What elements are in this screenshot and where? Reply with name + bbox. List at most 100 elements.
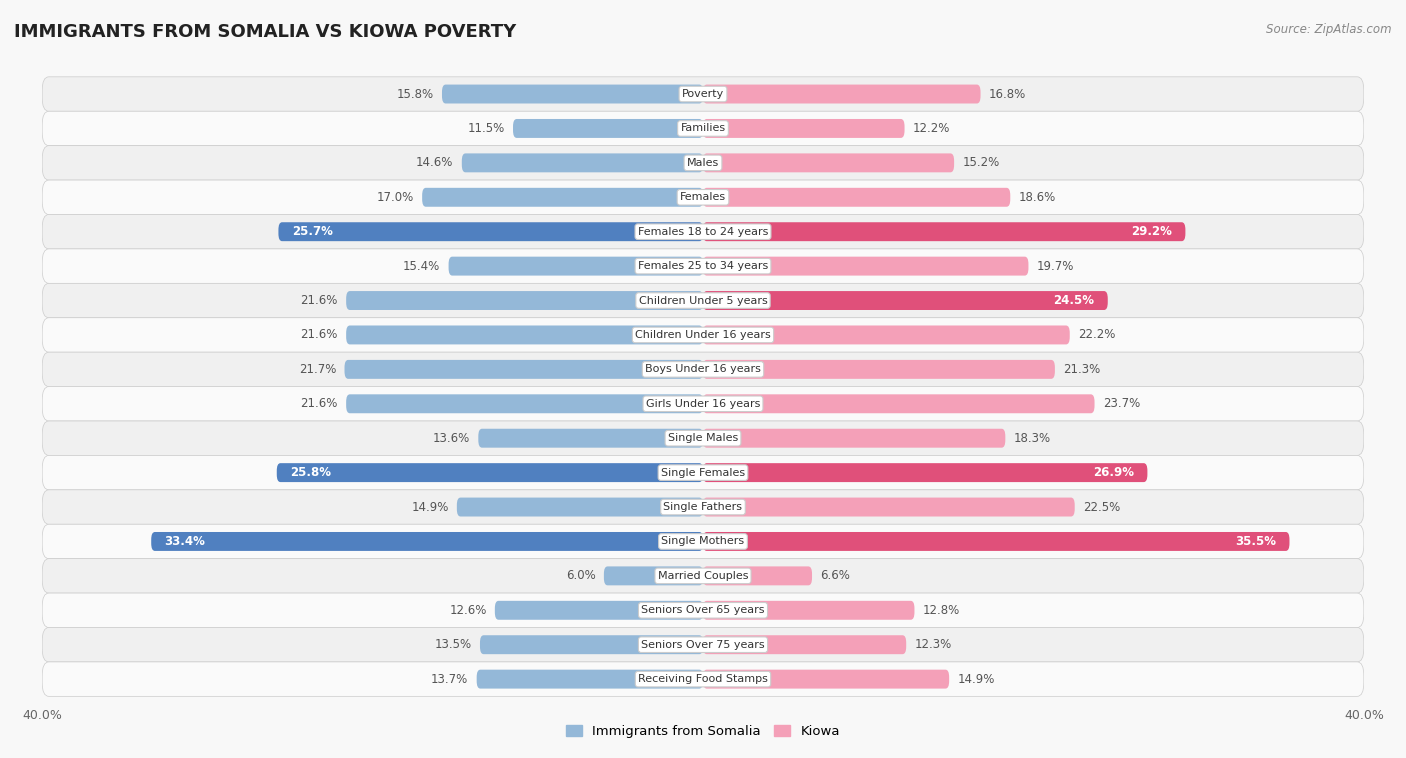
Text: Boys Under 16 years: Boys Under 16 years: [645, 365, 761, 374]
FancyBboxPatch shape: [457, 497, 703, 516]
Text: Females 25 to 34 years: Females 25 to 34 years: [638, 261, 768, 271]
FancyBboxPatch shape: [703, 429, 1005, 448]
Text: Source: ZipAtlas.com: Source: ZipAtlas.com: [1267, 23, 1392, 36]
FancyBboxPatch shape: [42, 628, 1364, 662]
Text: 19.7%: 19.7%: [1036, 260, 1074, 273]
FancyBboxPatch shape: [478, 429, 703, 448]
Text: 35.5%: 35.5%: [1236, 535, 1277, 548]
FancyBboxPatch shape: [278, 222, 703, 241]
Legend: Immigrants from Somalia, Kiowa: Immigrants from Somalia, Kiowa: [561, 719, 845, 743]
FancyBboxPatch shape: [703, 635, 907, 654]
FancyBboxPatch shape: [42, 352, 1364, 387]
Text: Single Fathers: Single Fathers: [664, 502, 742, 512]
FancyBboxPatch shape: [42, 593, 1364, 628]
FancyBboxPatch shape: [703, 188, 1011, 207]
Text: Married Couples: Married Couples: [658, 571, 748, 581]
Text: 13.5%: 13.5%: [434, 638, 471, 651]
Text: Seniors Over 65 years: Seniors Over 65 years: [641, 606, 765, 615]
FancyBboxPatch shape: [42, 559, 1364, 593]
FancyBboxPatch shape: [703, 291, 1108, 310]
FancyBboxPatch shape: [703, 394, 1094, 413]
FancyBboxPatch shape: [42, 283, 1364, 318]
Text: 21.6%: 21.6%: [301, 397, 337, 410]
FancyBboxPatch shape: [703, 566, 813, 585]
FancyBboxPatch shape: [152, 532, 703, 551]
FancyBboxPatch shape: [703, 601, 914, 620]
FancyBboxPatch shape: [42, 318, 1364, 352]
FancyBboxPatch shape: [42, 180, 1364, 215]
FancyBboxPatch shape: [703, 153, 955, 172]
FancyBboxPatch shape: [461, 153, 703, 172]
Text: Girls Under 16 years: Girls Under 16 years: [645, 399, 761, 409]
Text: Females 18 to 24 years: Females 18 to 24 years: [638, 227, 768, 236]
Text: 14.6%: 14.6%: [416, 156, 454, 169]
FancyBboxPatch shape: [42, 77, 1364, 111]
FancyBboxPatch shape: [703, 463, 1147, 482]
FancyBboxPatch shape: [42, 387, 1364, 421]
Text: 11.5%: 11.5%: [468, 122, 505, 135]
FancyBboxPatch shape: [703, 85, 980, 104]
Text: Children Under 16 years: Children Under 16 years: [636, 330, 770, 340]
FancyBboxPatch shape: [703, 325, 1070, 344]
FancyBboxPatch shape: [346, 325, 703, 344]
FancyBboxPatch shape: [277, 463, 703, 482]
Text: 22.5%: 22.5%: [1083, 500, 1121, 513]
Text: 12.8%: 12.8%: [922, 604, 960, 617]
FancyBboxPatch shape: [42, 525, 1364, 559]
Text: 13.6%: 13.6%: [433, 432, 470, 445]
FancyBboxPatch shape: [42, 490, 1364, 525]
Text: 6.0%: 6.0%: [565, 569, 596, 582]
FancyBboxPatch shape: [422, 188, 703, 207]
FancyBboxPatch shape: [477, 669, 703, 688]
FancyBboxPatch shape: [42, 421, 1364, 456]
FancyBboxPatch shape: [703, 257, 1028, 276]
Text: Families: Families: [681, 124, 725, 133]
Text: Single Females: Single Females: [661, 468, 745, 478]
Text: 26.9%: 26.9%: [1094, 466, 1135, 479]
FancyBboxPatch shape: [703, 360, 1054, 379]
Text: Single Mothers: Single Mothers: [661, 537, 745, 547]
Text: 33.4%: 33.4%: [165, 535, 205, 548]
FancyBboxPatch shape: [479, 635, 703, 654]
FancyBboxPatch shape: [42, 249, 1364, 283]
FancyBboxPatch shape: [42, 662, 1364, 697]
Text: 18.6%: 18.6%: [1018, 191, 1056, 204]
Text: 21.6%: 21.6%: [301, 294, 337, 307]
FancyBboxPatch shape: [703, 497, 1074, 516]
Text: 17.0%: 17.0%: [377, 191, 413, 204]
Text: 21.6%: 21.6%: [301, 328, 337, 341]
FancyBboxPatch shape: [346, 291, 703, 310]
Text: 24.5%: 24.5%: [1053, 294, 1094, 307]
FancyBboxPatch shape: [703, 119, 904, 138]
Text: 22.2%: 22.2%: [1078, 328, 1115, 341]
Text: 25.7%: 25.7%: [291, 225, 332, 238]
Text: IMMIGRANTS FROM SOMALIA VS KIOWA POVERTY: IMMIGRANTS FROM SOMALIA VS KIOWA POVERTY: [14, 23, 516, 41]
FancyBboxPatch shape: [495, 601, 703, 620]
FancyBboxPatch shape: [344, 360, 703, 379]
Text: Children Under 5 years: Children Under 5 years: [638, 296, 768, 305]
Text: Females: Females: [681, 193, 725, 202]
Text: 18.3%: 18.3%: [1014, 432, 1050, 445]
Text: 6.6%: 6.6%: [820, 569, 851, 582]
Text: 13.7%: 13.7%: [432, 672, 468, 686]
Text: 16.8%: 16.8%: [988, 87, 1026, 101]
Text: 25.8%: 25.8%: [290, 466, 330, 479]
FancyBboxPatch shape: [441, 85, 703, 104]
Text: 21.7%: 21.7%: [299, 363, 336, 376]
FancyBboxPatch shape: [346, 394, 703, 413]
Text: 15.4%: 15.4%: [404, 260, 440, 273]
FancyBboxPatch shape: [513, 119, 703, 138]
FancyBboxPatch shape: [703, 669, 949, 688]
Text: 14.9%: 14.9%: [411, 500, 449, 513]
Text: 21.3%: 21.3%: [1063, 363, 1101, 376]
Text: 14.9%: 14.9%: [957, 672, 995, 686]
FancyBboxPatch shape: [42, 111, 1364, 146]
Text: 23.7%: 23.7%: [1102, 397, 1140, 410]
Text: 12.6%: 12.6%: [449, 604, 486, 617]
Text: Males: Males: [688, 158, 718, 168]
FancyBboxPatch shape: [42, 146, 1364, 180]
Text: 12.2%: 12.2%: [912, 122, 950, 135]
FancyBboxPatch shape: [42, 215, 1364, 249]
Text: 15.2%: 15.2%: [962, 156, 1000, 169]
Text: Single Males: Single Males: [668, 434, 738, 443]
